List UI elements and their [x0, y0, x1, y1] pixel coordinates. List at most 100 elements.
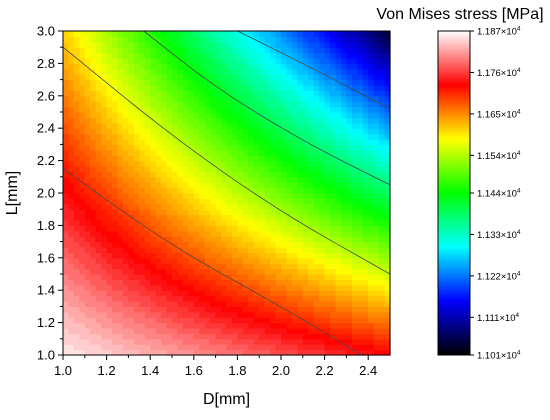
contour-cell	[324, 311, 331, 318]
contour-cell	[172, 182, 179, 189]
contour-cell	[182, 338, 189, 345]
contour-cell	[221, 47, 228, 54]
contour-cell	[281, 301, 288, 307]
contour-cell	[139, 284, 146, 291]
contour-cell	[63, 220, 70, 226]
contour-cell	[357, 112, 364, 118]
contour-cell	[275, 209, 282, 216]
contour-cell	[79, 311, 86, 318]
contour-cell	[242, 349, 249, 356]
contour-cell	[221, 117, 228, 124]
contour-cell	[199, 36, 206, 43]
contour-cell	[242, 230, 249, 237]
contour-cell	[302, 106, 309, 113]
contour-cell	[281, 47, 288, 54]
contour-cell	[161, 90, 168, 97]
contour-cell	[226, 160, 233, 167]
contour-cell	[248, 31, 255, 37]
contour-cell	[122, 247, 129, 253]
contour-cell	[313, 122, 320, 129]
contour-cell	[122, 52, 129, 59]
contour-cell	[177, 149, 184, 156]
contour-cell	[264, 117, 271, 124]
contour-cell	[188, 290, 195, 297]
contour-cell	[357, 220, 364, 226]
contour-cell	[302, 322, 309, 329]
contour-cell	[84, 349, 91, 356]
contour-cell	[286, 139, 293, 145]
contour-cell	[139, 333, 146, 340]
contour-cell	[172, 295, 179, 302]
contour-cell	[172, 274, 179, 280]
contour-cell	[231, 230, 238, 237]
contour-cell	[188, 209, 195, 216]
contour-cell	[264, 160, 271, 167]
contour-cell	[193, 203, 200, 210]
contour-cell	[351, 187, 358, 194]
contour-cell	[286, 198, 293, 205]
contour-cell	[117, 333, 124, 340]
contour-cell	[340, 122, 347, 129]
contour-cell	[150, 182, 157, 189]
contour-cell	[221, 85, 228, 91]
contour-cell	[379, 225, 386, 232]
colorbar-tick-label: 1.176×104	[477, 67, 521, 79]
contour-cell	[133, 274, 140, 280]
contour-cell	[193, 214, 200, 221]
contour-cell	[177, 85, 184, 91]
contour-cell	[237, 95, 244, 102]
contour-cell	[95, 74, 102, 81]
contour-cell	[362, 149, 369, 156]
contour-cell	[297, 306, 304, 313]
contour-cell	[340, 149, 347, 156]
contour-cell	[221, 220, 228, 226]
contour-cell	[242, 295, 249, 302]
contour-cell	[90, 31, 97, 37]
contour-cell	[63, 209, 70, 216]
contour-cell	[308, 58, 315, 64]
contour-cell	[172, 85, 179, 91]
contour-cell	[384, 322, 391, 329]
contour-cell	[242, 333, 249, 340]
contour-cell	[139, 236, 146, 243]
contour-cell	[204, 290, 211, 297]
contour-cell	[379, 182, 386, 189]
contour-cell	[95, 301, 102, 307]
contour-cell	[84, 112, 91, 118]
contour-cell	[302, 155, 309, 162]
contour-cell	[182, 209, 189, 216]
contour-cell	[182, 257, 189, 264]
contour-cell	[335, 344, 342, 351]
contour-cell	[172, 203, 179, 210]
contour-cell	[73, 47, 80, 54]
contour-cell	[144, 187, 151, 194]
contour-cell	[68, 122, 75, 129]
contour-cell	[335, 193, 342, 199]
contour-cell	[297, 257, 304, 264]
contour-cell	[128, 90, 135, 97]
contour-cell	[128, 95, 135, 102]
contour-cell	[286, 236, 293, 243]
contour-cell	[368, 328, 375, 334]
contour-cell	[215, 122, 222, 129]
contour-cell	[346, 90, 353, 97]
contour-cell	[188, 230, 195, 237]
contour-cell	[248, 41, 255, 48]
contour-cell	[368, 31, 375, 37]
contour-cell	[313, 317, 320, 324]
contour-cell	[340, 166, 347, 172]
contour-cell	[302, 95, 309, 102]
contour-cell	[319, 317, 326, 324]
contour-cell	[308, 328, 315, 334]
contour-cell	[362, 306, 369, 313]
contour-cell	[275, 230, 282, 237]
contour-cell	[237, 317, 244, 324]
contour-cell	[90, 338, 97, 345]
contour-cell	[384, 101, 391, 108]
contour-cell	[313, 263, 320, 270]
contour-cell	[237, 128, 244, 135]
contour-cell	[259, 328, 266, 334]
contour-cell	[308, 85, 315, 91]
contour-cell	[166, 203, 173, 210]
contour-cell	[101, 31, 108, 37]
